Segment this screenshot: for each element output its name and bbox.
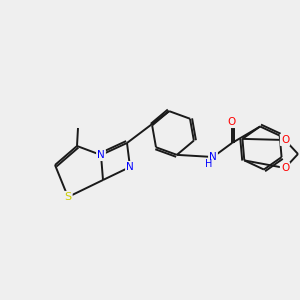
Text: N: N xyxy=(97,150,105,160)
Text: S: S xyxy=(64,192,72,202)
Text: O: O xyxy=(281,163,289,173)
Text: N: N xyxy=(209,152,217,162)
Text: O: O xyxy=(281,135,289,145)
Text: H: H xyxy=(205,159,212,169)
Text: N: N xyxy=(126,162,134,172)
Text: O: O xyxy=(228,117,236,127)
